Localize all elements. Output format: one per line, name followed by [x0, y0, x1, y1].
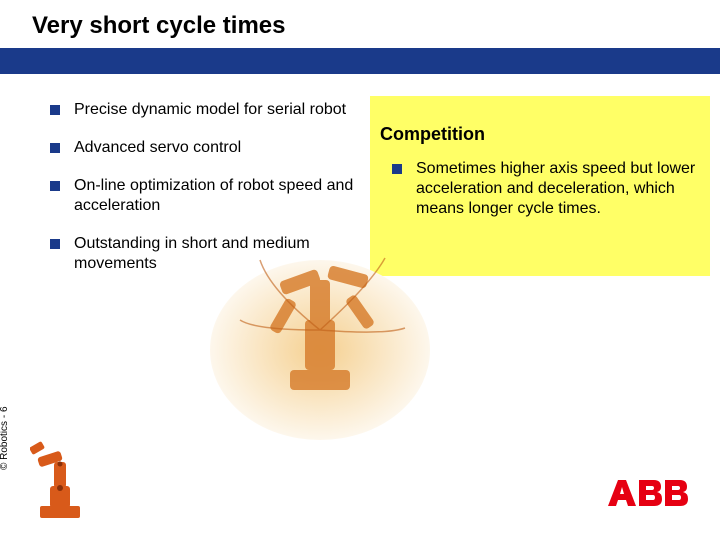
bullet-marker-icon [50, 143, 60, 153]
competition-heading: Competition [380, 124, 700, 145]
bullet-text: Advanced servo control [74, 138, 241, 158]
bullet-text: On-line optimization of robot speed and … [74, 176, 360, 216]
bullet-text: Outstanding in short and medium movement… [74, 234, 360, 274]
bullet-item: Sometimes higher axis speed but lower ac… [392, 159, 700, 219]
slide-title: Very short cycle times [32, 12, 285, 40]
bullet-item: On-line optimization of robot speed and … [50, 176, 360, 216]
bullet-text: Sometimes higher axis speed but lower ac… [416, 159, 700, 219]
bullet-text: Precise dynamic model for serial robot [74, 100, 346, 120]
bullet-item: Outstanding in short and medium movement… [50, 234, 360, 274]
robot-arm-small-icon [30, 440, 90, 520]
bullet-item: Advanced servo control [50, 138, 360, 158]
copyright-side-text: © Robotics - 6 [0, 406, 10, 470]
bullet-marker-icon [50, 239, 60, 249]
left-bullet-column: Precise dynamic model for serial robot A… [50, 100, 360, 292]
bullet-marker-icon [50, 181, 60, 191]
right-column: Competition Sometimes higher axis speed … [380, 100, 700, 237]
title-band [0, 48, 720, 74]
abb-logo [606, 476, 692, 510]
bullet-marker-icon [392, 164, 402, 174]
slide-root: Very short cycle times [0, 0, 720, 540]
bullet-item: Precise dynamic model for serial robot [50, 100, 360, 120]
bullet-marker-icon [50, 105, 60, 115]
